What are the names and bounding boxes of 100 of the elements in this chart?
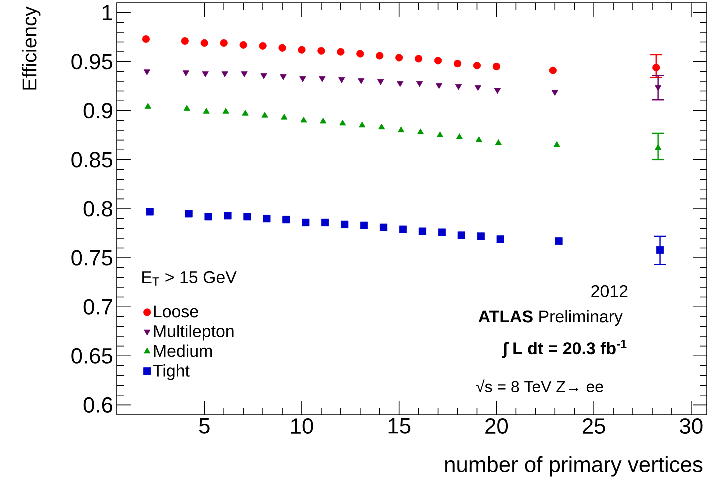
point xyxy=(278,44,286,52)
point xyxy=(146,208,154,216)
legend-title: E$_{T}$ > 15 GeV xyxy=(142,271,237,286)
point xyxy=(358,78,365,84)
point xyxy=(300,116,308,123)
point xyxy=(340,120,346,126)
point xyxy=(281,114,288,120)
x-tick-label: 25 xyxy=(582,418,606,434)
point xyxy=(655,85,662,92)
point xyxy=(319,76,326,82)
point xyxy=(458,232,466,240)
point xyxy=(359,122,366,128)
point xyxy=(182,70,190,76)
point xyxy=(244,213,252,221)
point xyxy=(492,62,500,71)
x-axis-title: number of primary vertices xyxy=(446,456,703,477)
point xyxy=(476,136,482,142)
annotation: 2012 xyxy=(592,285,628,298)
point xyxy=(341,220,349,228)
point xyxy=(397,81,404,88)
point xyxy=(436,83,443,90)
point xyxy=(142,36,150,44)
point xyxy=(456,134,464,140)
point xyxy=(241,72,248,78)
point xyxy=(360,222,368,230)
legend-label: Tight xyxy=(153,364,190,380)
point xyxy=(282,216,290,224)
point xyxy=(438,228,446,236)
point xyxy=(240,41,248,49)
point xyxy=(436,132,444,138)
annotation: √s = 8 TeV Z→ ee xyxy=(476,380,604,393)
point xyxy=(356,50,364,58)
point xyxy=(318,47,326,55)
x-tick-label: 5 xyxy=(199,418,210,434)
point xyxy=(320,118,327,124)
point xyxy=(554,141,560,148)
point xyxy=(144,103,152,109)
x-tick-label: 20 xyxy=(486,418,508,434)
y-tick-label: 0.7 xyxy=(84,299,112,315)
y-tick-label: 0.85 xyxy=(72,152,113,168)
point xyxy=(434,57,442,65)
point xyxy=(222,72,228,78)
point xyxy=(242,110,249,116)
point xyxy=(262,112,268,118)
point xyxy=(280,74,287,80)
x-tick-label: 15 xyxy=(388,418,411,434)
point xyxy=(302,218,310,227)
point xyxy=(259,42,267,50)
point xyxy=(322,218,330,227)
point xyxy=(224,212,232,220)
point xyxy=(555,238,563,246)
point xyxy=(418,228,426,236)
y-tick-label: 0.8 xyxy=(84,201,113,217)
y-tick-label: 1 xyxy=(102,5,112,20)
point xyxy=(338,78,346,84)
point xyxy=(474,85,482,92)
point xyxy=(496,236,504,244)
y-axis-title: Efficiency xyxy=(22,6,41,90)
point xyxy=(263,215,271,223)
y-tick-label: 0.75 xyxy=(72,250,113,266)
point xyxy=(260,74,268,80)
x-tick-label: 10 xyxy=(291,418,314,434)
point xyxy=(416,81,424,88)
point xyxy=(376,52,384,60)
point xyxy=(200,39,208,48)
point xyxy=(378,79,384,86)
annotation: ∫ L dt = 20.3 fb$^{-1}$ xyxy=(502,340,627,358)
y-tick-label: 0.9 xyxy=(84,103,112,119)
point xyxy=(144,70,150,76)
point xyxy=(184,105,190,111)
point xyxy=(455,84,462,90)
point xyxy=(185,210,193,218)
y-tick-label: 0.95 xyxy=(72,54,113,70)
annotation: ATLAS Preliminary xyxy=(478,310,623,326)
point xyxy=(220,39,228,48)
point xyxy=(417,128,424,134)
point xyxy=(494,88,501,94)
point xyxy=(204,213,212,221)
point xyxy=(552,90,558,96)
point xyxy=(337,48,345,56)
point xyxy=(473,62,482,70)
point xyxy=(477,232,485,240)
point xyxy=(398,126,405,133)
point xyxy=(495,139,502,146)
point xyxy=(202,72,209,78)
y-tick-label: 0.65 xyxy=(72,348,113,364)
point xyxy=(655,144,662,150)
point xyxy=(300,76,306,82)
point xyxy=(656,246,664,254)
point xyxy=(380,224,388,232)
point xyxy=(203,108,210,114)
point xyxy=(378,124,386,130)
point xyxy=(549,66,557,74)
y-tick-label: 0.6 xyxy=(84,397,113,413)
point xyxy=(222,108,230,114)
point xyxy=(181,37,189,46)
point xyxy=(298,46,306,54)
point xyxy=(454,60,462,68)
legend-label: Multilepton xyxy=(154,325,234,341)
point xyxy=(652,64,660,72)
